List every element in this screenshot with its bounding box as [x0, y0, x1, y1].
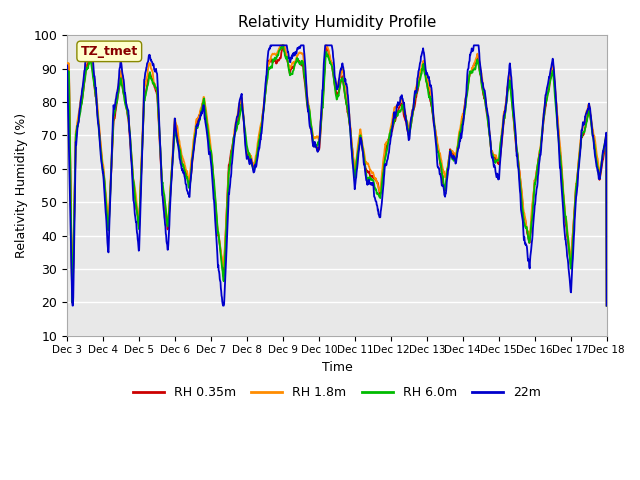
Legend: RH 0.35m, RH 1.8m, RH 6.0m, 22m: RH 0.35m, RH 1.8m, RH 6.0m, 22m — [128, 382, 546, 405]
Title: Relativity Humidity Profile: Relativity Humidity Profile — [237, 15, 436, 30]
Text: TZ_tmet: TZ_tmet — [81, 45, 138, 58]
X-axis label: Time: Time — [321, 361, 352, 374]
Y-axis label: Relativity Humidity (%): Relativity Humidity (%) — [15, 113, 28, 258]
